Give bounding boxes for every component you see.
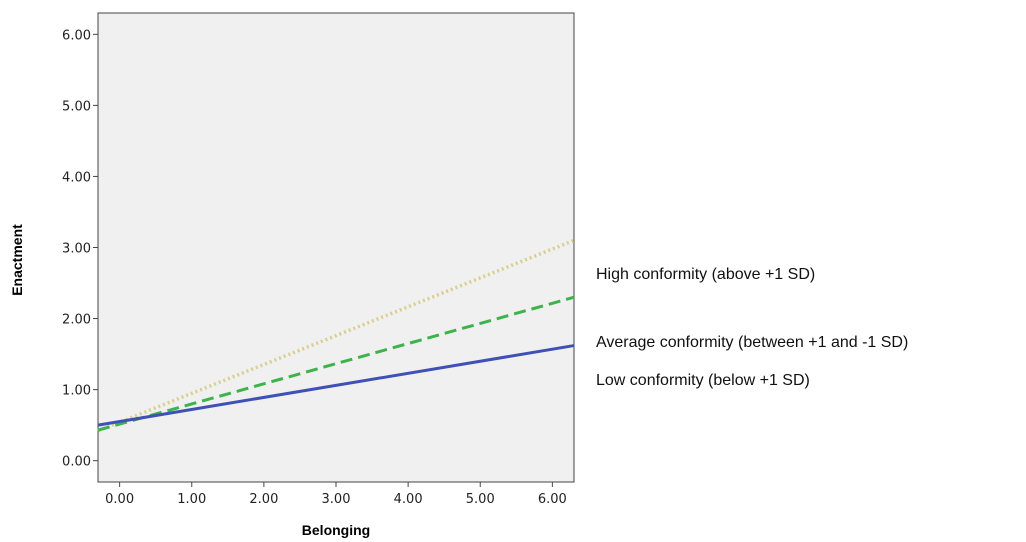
legend-item-average-conformity: Average conformity (between +1 and -1 SD… [596, 334, 909, 351]
x-tick-label: 2.00 [249, 492, 278, 507]
y-tick-label: 2.00 [62, 313, 91, 328]
y-axis: 0.00 1.00 2.00 3.00 4.00 5.00 6.00 [62, 28, 98, 470]
y-tick-label: 6.00 [62, 28, 91, 43]
legend-item-high-conformity: High conformity (above +1 SD) [596, 266, 816, 283]
x-tick-label: 4.00 [394, 492, 423, 507]
y-tick-label: 3.00 [62, 242, 91, 257]
y-tick-label: 0.00 [62, 455, 91, 470]
x-axis-title: Belonging [302, 522, 370, 538]
x-tick-label: 3.00 [322, 492, 351, 507]
y-tick-label: 4.00 [62, 170, 91, 185]
legend-item-low-conformity: Low conformity (below +1 SD) [596, 372, 810, 389]
series-line-high-conformity [97, 238, 575, 433]
series-line-low-conformity [97, 344, 575, 427]
x-axis: 0.00 1.00 2.00 3.00 4.00 5.00 6.00 [105, 482, 567, 507]
x-tick-label: 1.00 [177, 492, 206, 507]
series-line-average-conformity [97, 295, 575, 432]
x-tick-label: 0.00 [105, 492, 134, 507]
series-layer [97, 238, 575, 433]
plot-area [97, 12, 575, 483]
y-tick-label: 5.00 [62, 99, 91, 114]
y-tick-label: 1.00 [62, 384, 91, 399]
x-tick-label: 6.00 [538, 492, 567, 507]
y-axis-title: Enactment [9, 224, 25, 296]
x-tick-label: 5.00 [466, 492, 495, 507]
